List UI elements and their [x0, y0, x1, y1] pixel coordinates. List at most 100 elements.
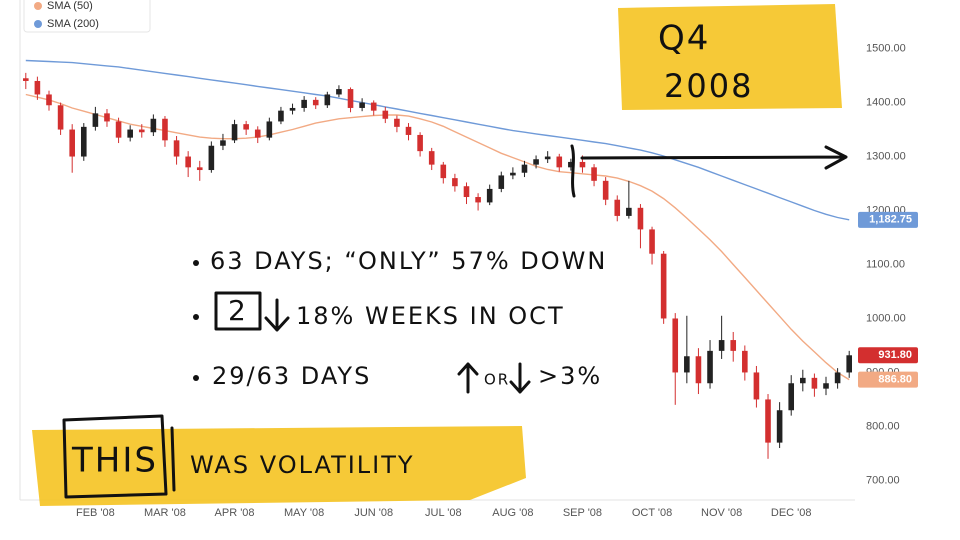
candle-body	[312, 99, 319, 106]
price-tag-label: 886.80	[878, 373, 912, 385]
candle-body	[544, 156, 551, 160]
price-tag	[858, 211, 918, 228]
candle-body	[324, 94, 331, 106]
candle-body	[370, 102, 377, 111]
candle-body	[452, 178, 458, 187]
candle-body	[405, 126, 412, 135]
price-tag	[858, 347, 918, 364]
candle-body	[672, 318, 679, 373]
candle-body	[347, 89, 354, 108]
x-tick-label: DEC '08	[771, 507, 812, 519]
sma-line	[25, 59, 850, 221]
candle-body	[301, 99, 307, 108]
x-tick-label: AUG '08	[492, 507, 533, 519]
price-tag-label: 931.80	[878, 349, 912, 361]
candle-body	[788, 383, 795, 411]
candle-body	[498, 175, 505, 189]
candle-body	[568, 161, 574, 168]
candle-body	[800, 377, 806, 384]
annotation-box	[62, 414, 168, 499]
candle-body	[382, 110, 389, 119]
candle-body	[336, 89, 342, 95]
legend-label: SMA (200)	[47, 18, 99, 30]
annotation: >3%	[538, 362, 602, 390]
bullet	[193, 375, 199, 381]
candle-body	[579, 161, 586, 168]
candle-body	[266, 121, 273, 138]
candle-body	[359, 102, 365, 108]
candle-body	[394, 118, 400, 127]
candle-body	[695, 356, 702, 384]
legend-swatch	[34, 20, 42, 28]
candle-body	[115, 121, 122, 138]
candle-body	[846, 355, 853, 373]
candle-body	[278, 110, 284, 122]
y-tick-label: 1500.00	[866, 42, 906, 54]
candle-body	[104, 113, 110, 122]
candle-body	[753, 372, 760, 400]
down-arrow	[264, 298, 290, 332]
x-tick-label: OCT '08	[632, 507, 672, 519]
legend-box	[23, 0, 151, 33]
price-tag-label: 1,182.75	[869, 214, 912, 226]
annotation-stroke	[170, 426, 176, 492]
candle-body	[660, 253, 667, 319]
bullet	[193, 314, 199, 320]
legend-swatch	[34, 2, 42, 10]
annotation: 2	[228, 294, 248, 327]
x-tick-label: MAR '08	[144, 507, 186, 519]
x-tick-label: FEB '08	[76, 507, 115, 519]
candle-body	[765, 399, 771, 443]
x-tick-label: JUL '08	[425, 507, 462, 519]
annotation: 29/63 DAYS	[212, 362, 371, 390]
candle-body	[834, 372, 841, 384]
candle-body	[475, 197, 481, 203]
candle-body	[289, 107, 296, 111]
candle-body	[718, 340, 725, 351]
candle-body	[428, 151, 435, 165]
plot-area: 700.00800.00900.001000.001100.001200.001…	[22, 42, 906, 519]
candle-body	[626, 207, 632, 216]
candle-body	[742, 350, 748, 373]
legend-label: SMA (50)	[47, 0, 93, 12]
candle-body	[486, 188, 493, 203]
candle-body	[22, 78, 29, 81]
highlight	[618, 4, 842, 110]
annotation: OR	[484, 371, 510, 389]
x-tick-label: APR '08	[215, 507, 255, 519]
x-tick-label: MAY '08	[284, 507, 324, 519]
legend: SMA (50) SMA (200)	[23, 0, 151, 33]
candle-body	[556, 156, 563, 168]
candle-body	[823, 383, 829, 389]
annotation: Q4	[658, 19, 710, 59]
annotation: WAS VOLATILITY	[190, 451, 415, 479]
candle-body	[220, 140, 226, 146]
candle-body	[254, 129, 261, 138]
candle-body	[162, 118, 168, 141]
annotation: 2008	[664, 67, 753, 105]
y-tick-label: 1300.00	[866, 150, 906, 162]
candle-body	[185, 156, 191, 168]
candle-body	[684, 356, 690, 373]
x-tick-label: JUN '08	[354, 507, 393, 519]
candle-body	[637, 207, 644, 230]
y-tick-label: 800.00	[866, 420, 900, 432]
annotation: THIS	[71, 441, 158, 481]
candle-body	[463, 186, 470, 198]
annotation-bracket	[570, 144, 576, 198]
candle-body	[243, 124, 249, 130]
annotation: 63 DAYS; “ONLY” 57% DOWN	[210, 247, 607, 275]
highlight	[32, 426, 526, 506]
candle-body	[521, 164, 528, 173]
candle-body	[776, 410, 783, 443]
candle-body	[57, 105, 64, 130]
y-tick-label: 1000.00	[866, 312, 906, 324]
candle-body	[196, 167, 203, 171]
candle-body	[591, 167, 597, 181]
price-tag	[858, 371, 918, 388]
candle-body	[34, 80, 41, 95]
candle-body	[173, 140, 180, 157]
x-tick-label: SEP '08	[563, 507, 602, 519]
y-tick-label: 1100.00	[866, 258, 905, 270]
